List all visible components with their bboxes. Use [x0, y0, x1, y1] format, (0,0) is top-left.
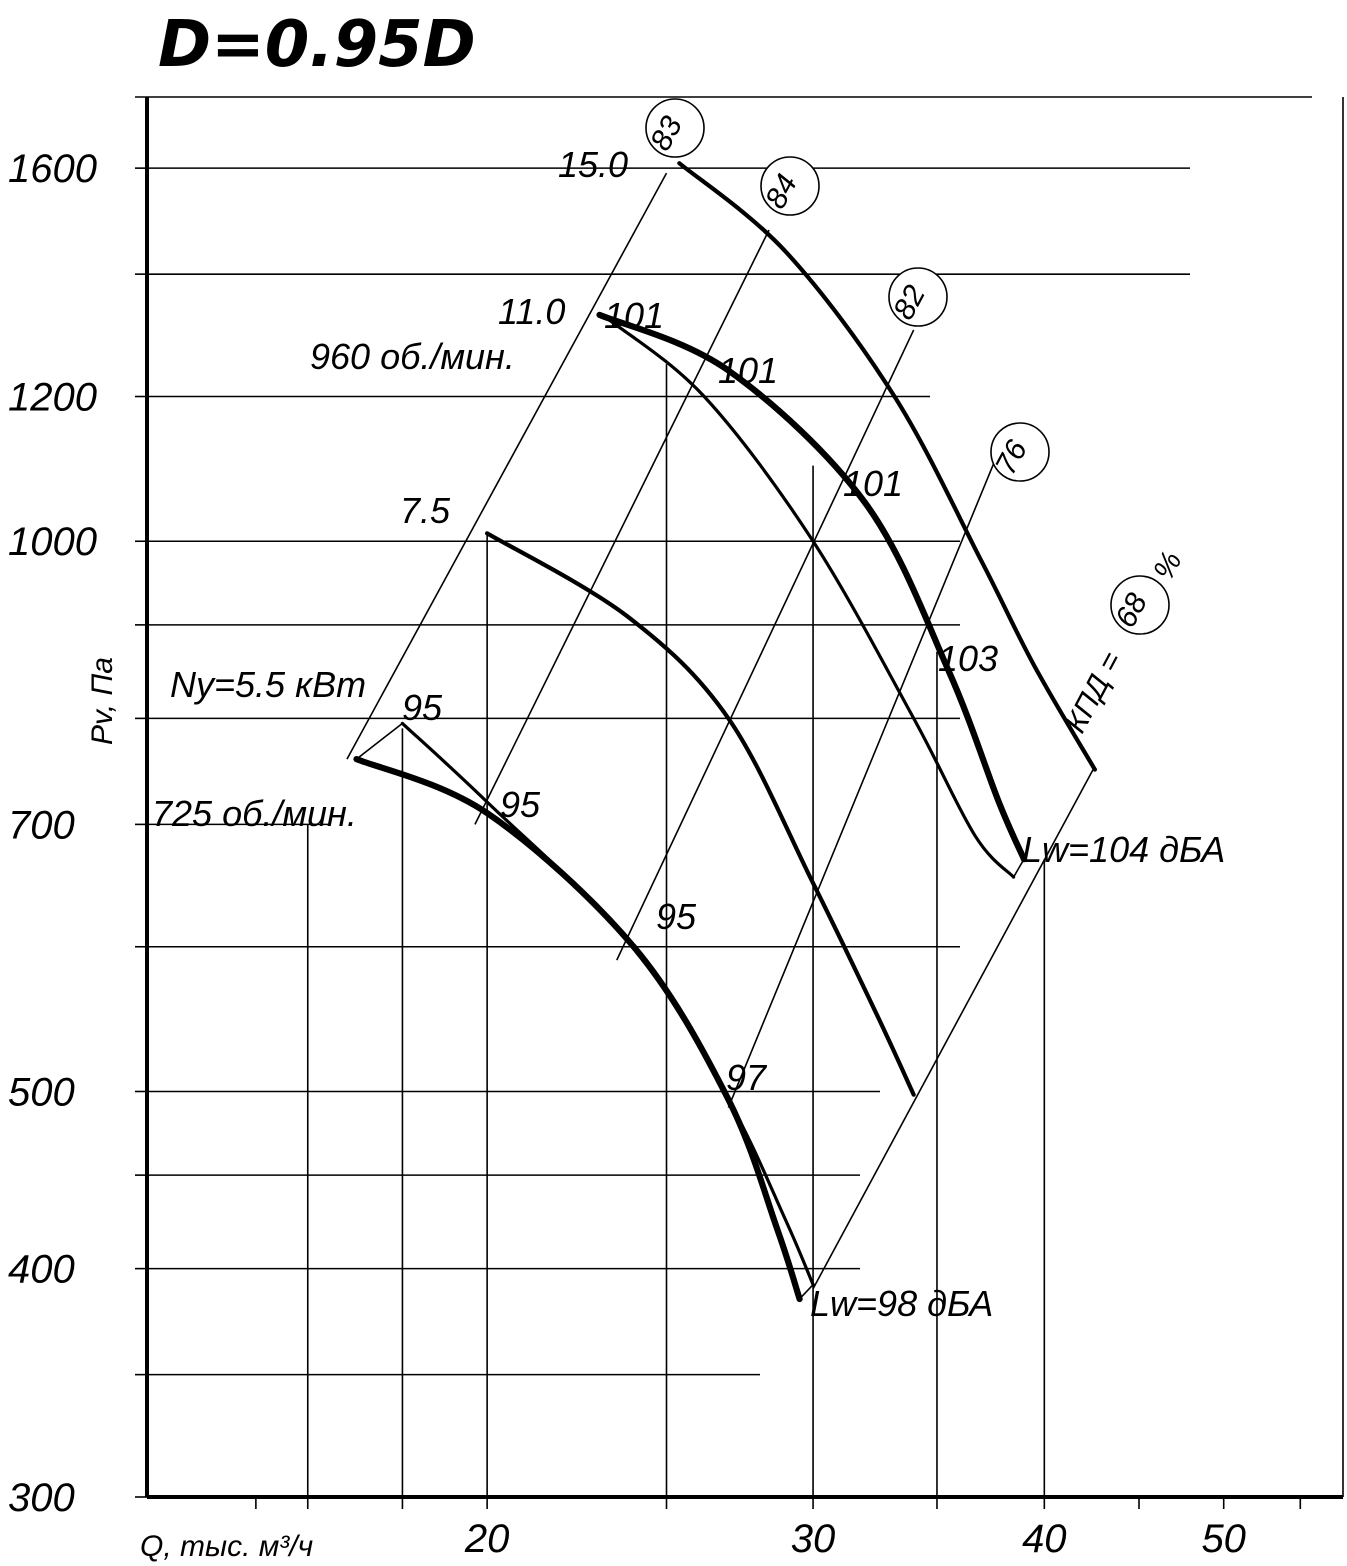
- power-label-11.0: 11.0: [498, 291, 565, 332]
- y-tick-label: 400: [8, 1248, 75, 1292]
- efficiency-circle: [760, 156, 820, 216]
- efficiency-line: [616, 329, 915, 961]
- speed-label-960: 960 об./мин.: [310, 336, 515, 377]
- efficiency-circle: [1110, 575, 1170, 635]
- performance-curve: [353, 756, 803, 1303]
- power-label-7.5: 7.5: [400, 490, 451, 531]
- efficiency-prefix: КПД =: [1059, 647, 1129, 739]
- efficiency-line: [812, 769, 1094, 1290]
- y-tick-label: 300: [8, 1476, 75, 1520]
- y-tick-label: 700: [8, 803, 75, 847]
- boundary-line: [355, 722, 403, 760]
- efficiency-badge: 68: [1109, 575, 1170, 635]
- y-tick-label: 1600: [8, 147, 97, 191]
- noise-label: 101: [843, 463, 903, 504]
- y-tick-label: 1200: [8, 376, 97, 420]
- x-tick-label: 20: [464, 1517, 510, 1561]
- performance-curve: [485, 531, 916, 1097]
- performance-curve: [604, 316, 1016, 879]
- efficiency-line: [346, 172, 668, 760]
- noise-label: 95: [500, 784, 541, 825]
- y-tick-label: 1000: [8, 520, 97, 564]
- noise-label: 103: [938, 638, 998, 679]
- noise-label: 95: [402, 687, 443, 728]
- x-tick-label: 40: [1022, 1517, 1067, 1561]
- noise-label: 101: [604, 295, 664, 336]
- performance-curve: [677, 161, 1097, 772]
- lw-label-98: Lw=98 дБА: [810, 1283, 993, 1324]
- efficiency-circle: [645, 98, 705, 158]
- noise-label: 97: [726, 1057, 768, 1098]
- boundary-line: [1012, 858, 1025, 878]
- grid: [147, 167, 1190, 1497]
- performance-curve: [596, 311, 1028, 863]
- speed-label-725: 725 об./мин.: [152, 793, 357, 834]
- performance-curves: [353, 161, 1097, 1303]
- efficiency-circle: [990, 422, 1050, 482]
- noise-label: 101: [718, 350, 778, 391]
- chart-title: D=0.95D: [158, 8, 476, 82]
- y-axis-label: Pv, Па: [86, 657, 119, 745]
- chart-labels: Ny=5.5 кВт 7.5 11.0 15.0 725 об./мин. 960 об.…: [152, 98, 1225, 1324]
- lw-label-104: Lw=104 дБА: [1022, 829, 1225, 870]
- y-tick-label: 500: [8, 1070, 75, 1114]
- efficiency-badge: 83: [644, 98, 705, 158]
- efficiency-line: [727, 440, 1004, 1108]
- power-label-15.0: 15.0: [558, 144, 628, 185]
- efficiency-lines: [346, 172, 1094, 1300]
- axes: 1600 1200 1000 700 500 400 300 20 30 40 50 Q, тыс. …: [8, 96, 1344, 1563]
- efficiency-line: [474, 229, 770, 825]
- efficiency-circle: [888, 267, 948, 327]
- efficiency-badge: 76: [989, 422, 1050, 482]
- power-label-5.5: Ny=5.5 кВт: [170, 664, 366, 705]
- x-tick-label: 50: [1201, 1517, 1246, 1561]
- x-tick-label: 30: [791, 1517, 836, 1561]
- x-axis-label: Q, тыс. м³/ч: [140, 1530, 313, 1563]
- efficiency-badge: 84: [759, 156, 820, 216]
- efficiency-badge: 82: [887, 267, 948, 327]
- noise-label: 95: [656, 896, 697, 937]
- performance-curve: [400, 721, 815, 1287]
